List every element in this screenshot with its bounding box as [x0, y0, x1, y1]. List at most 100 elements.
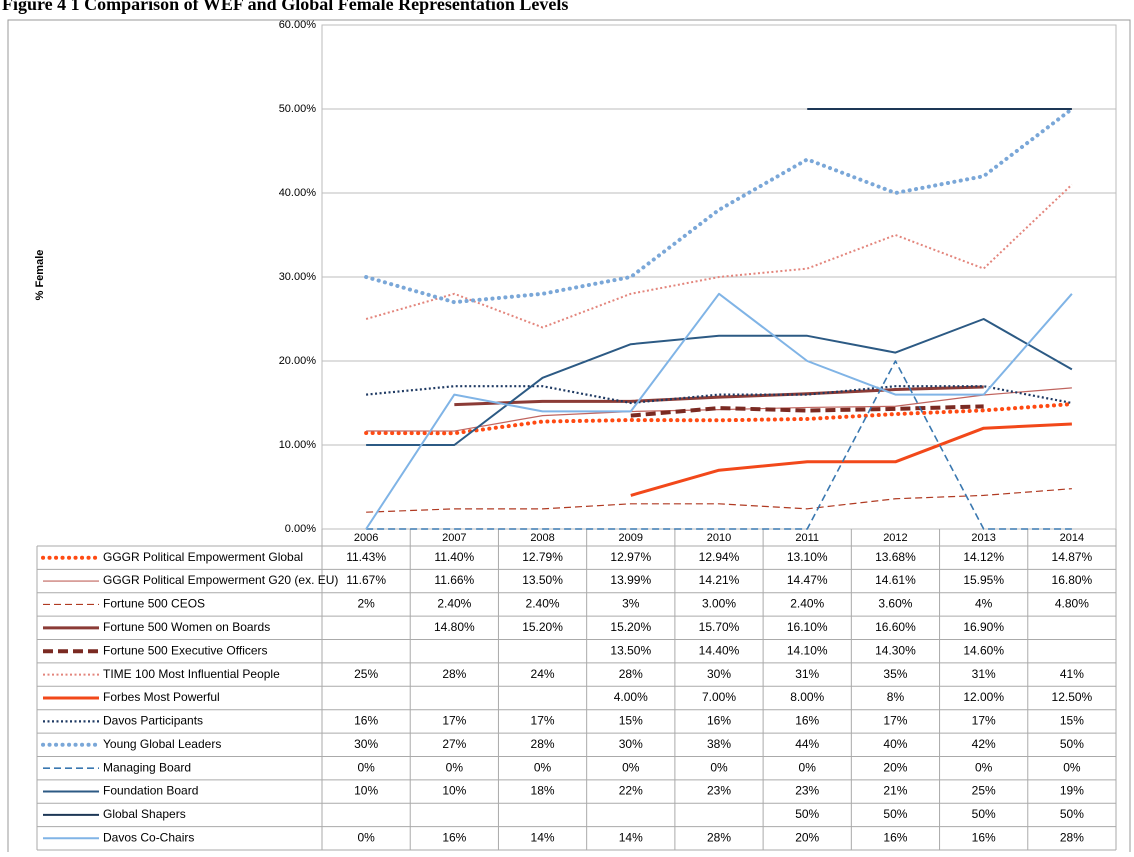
- table-cell: 27%: [442, 737, 466, 751]
- table-cell: 0%: [357, 830, 375, 844]
- series-line: [364, 402, 1074, 436]
- legend-label: GGGR Political Empowerment G20 (ex. EU): [103, 573, 338, 587]
- table-cell: 8%: [887, 690, 905, 704]
- table-cell: 50%: [1060, 737, 1084, 751]
- table-cell: 13.68%: [875, 550, 916, 564]
- legend-label: Fortune 500 Executive Officers: [103, 643, 268, 657]
- table-cell: 0%: [622, 760, 640, 774]
- table-cell: 12.97%: [610, 550, 651, 564]
- table-cell: 38%: [707, 737, 731, 751]
- table-cell: 12.94%: [699, 550, 740, 564]
- legend-label: Global Shapers: [103, 807, 186, 821]
- table-cell: 14%: [531, 830, 555, 844]
- table-cell: 16%: [883, 830, 907, 844]
- table-cell: 35%: [883, 667, 907, 681]
- table-cell: 44%: [795, 737, 819, 751]
- series-line: [454, 385, 984, 407]
- table-cell: 15.70%: [699, 620, 740, 634]
- table-cell: 15.20%: [522, 620, 563, 634]
- table-cell: 12.50%: [1052, 690, 1093, 704]
- series-line: [366, 318, 1073, 446]
- table-cell: 13.50%: [522, 573, 563, 587]
- table-cell: 28%: [531, 737, 555, 751]
- table-cell: 23%: [795, 784, 819, 798]
- table-cell: 3%: [622, 597, 640, 611]
- legend-label: Managing Board: [103, 760, 191, 774]
- x-tick-label: 2007: [442, 532, 466, 544]
- table-cell: 8.00%: [790, 690, 824, 704]
- table-cell: 0%: [357, 760, 375, 774]
- legend-label: Foundation Board: [103, 784, 198, 798]
- table-cell: 30%: [619, 737, 643, 751]
- table-cell: 22%: [619, 784, 643, 798]
- table-cell: 13.10%: [787, 550, 828, 564]
- table-cell: 14.40%: [699, 643, 740, 657]
- table-cell: 28%: [1060, 830, 1084, 844]
- table-cell: 2%: [357, 597, 375, 611]
- table-cell: 4.00%: [614, 690, 648, 704]
- legend-label: Fortune 500 CEOS: [103, 597, 205, 611]
- table-cell: 15.95%: [963, 573, 1004, 587]
- legend-label: Davos Co-Chairs: [103, 830, 194, 844]
- table-cell: 50%: [795, 807, 819, 821]
- table-cell: 13.99%: [610, 573, 651, 587]
- x-tick-label: 2008: [530, 532, 554, 544]
- table-cell: 0%: [710, 760, 728, 774]
- x-tick-label: 2006: [354, 532, 378, 544]
- x-tick-label: 2014: [1060, 532, 1084, 544]
- table-cell: 14.87%: [1052, 550, 1093, 564]
- table-cell: 17%: [972, 714, 996, 728]
- table-cell: 0%: [446, 760, 464, 774]
- series-line: [366, 387, 1072, 432]
- table-cell: 28%: [619, 667, 643, 681]
- legend-label: Davos Participants: [103, 714, 203, 728]
- series-line: [366, 385, 1073, 405]
- table-cell: 2.40%: [526, 597, 560, 611]
- table-cell: 17%: [883, 714, 907, 728]
- y-tick-label: 60.00%: [279, 19, 317, 31]
- table-cell: 12.79%: [522, 550, 563, 564]
- table-cell: 50%: [883, 807, 907, 821]
- table-cell: 16%: [354, 714, 378, 728]
- table-cell: 16.10%: [787, 620, 828, 634]
- table-cell: 30%: [707, 667, 731, 681]
- table-cell: 24%: [531, 667, 555, 681]
- table-cell: 31%: [972, 667, 996, 681]
- table-cell: 11.67%: [346, 573, 386, 587]
- table-cell: 14.30%: [875, 643, 916, 657]
- table-cell: 15%: [619, 714, 643, 728]
- table-cell: 16.90%: [963, 620, 1004, 634]
- legend-label: TIME 100 Most Influential People: [103, 667, 280, 681]
- table-cell: 23%: [707, 784, 731, 798]
- table-cell: 17%: [442, 714, 466, 728]
- series-line: [364, 107, 1074, 305]
- table-cell: 16.80%: [1052, 573, 1093, 587]
- table-cell: 0%: [1063, 760, 1081, 774]
- table-cell: 3.60%: [878, 597, 912, 611]
- table-cell: 41%: [1060, 667, 1084, 681]
- table-cell: 42%: [972, 737, 996, 751]
- y-tick-label: 20.00%: [279, 355, 317, 367]
- table-cell: 13.50%: [610, 643, 651, 657]
- table-cell: 20%: [883, 760, 907, 774]
- table-cell: 15.20%: [610, 620, 651, 634]
- table-cell: 11.66%: [434, 573, 474, 587]
- table-cell: 16%: [795, 714, 819, 728]
- x-tick-label: 2012: [883, 532, 907, 544]
- table-cell: 2.40%: [437, 597, 471, 611]
- table-cell: 21%: [883, 784, 907, 798]
- table-cell: 14.61%: [875, 573, 916, 587]
- table-cell: 10%: [442, 784, 466, 798]
- table-cell: 14.12%: [963, 550, 1004, 564]
- table-cell: 50%: [972, 807, 996, 821]
- table-cell: 17%: [531, 714, 555, 728]
- table-cell: 25%: [354, 667, 378, 681]
- table-cell: 16%: [972, 830, 996, 844]
- table-cell: 2.40%: [790, 597, 824, 611]
- y-tick-label: 10.00%: [279, 439, 317, 451]
- y-tick-label: 50.00%: [279, 103, 317, 115]
- x-tick-label: 2009: [619, 532, 643, 544]
- series-line: [365, 183, 1073, 329]
